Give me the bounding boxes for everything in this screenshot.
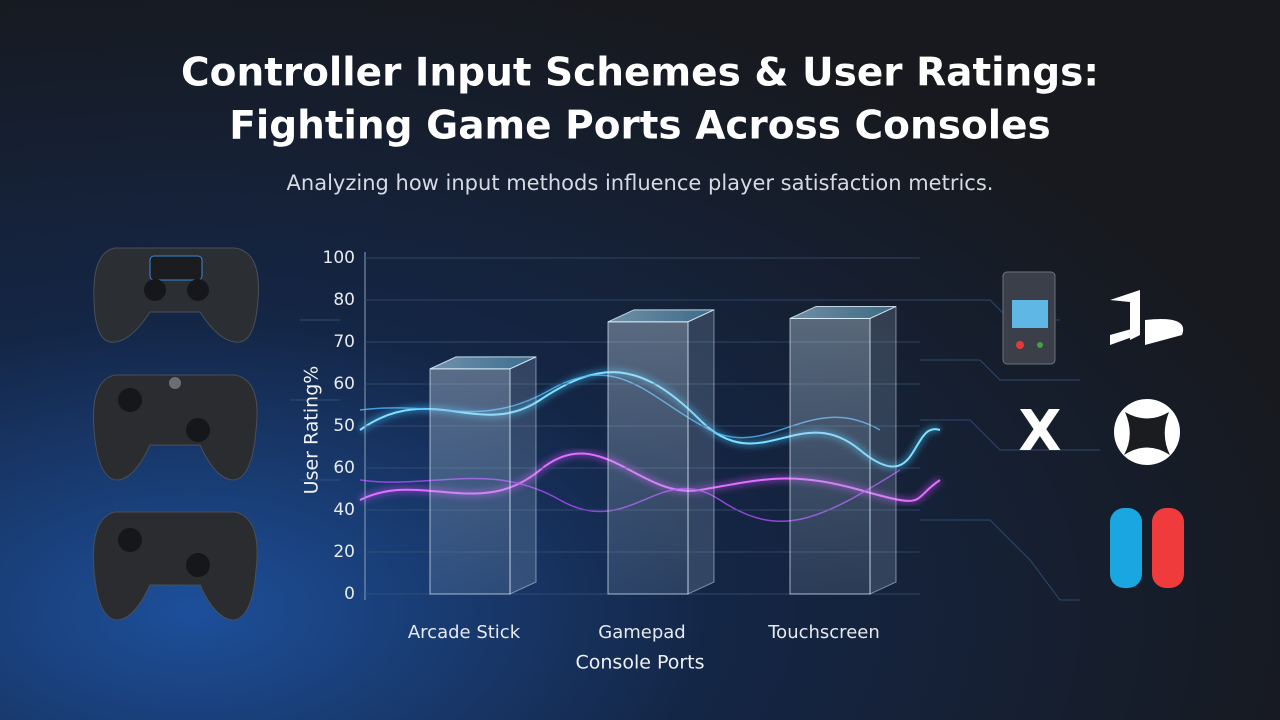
y-tick-label: 50 [333,416,355,436]
y-axis-label: User Rating% [301,366,323,495]
bar-top [429,356,537,370]
console-icons: X [1002,271,1184,588]
bar-top [607,309,715,323]
y-tick-label: 80 [333,290,355,310]
bar [429,368,511,595]
bar-side [687,309,715,595]
y-tick-label: 60 [333,458,355,478]
bar [789,317,871,595]
bar-side [869,305,897,595]
chart-subtitle: Analyzing how input methods influence pl… [287,171,994,195]
chart-title: Fighting Game Ports Across Consoles [229,104,1051,149]
x-tick-label: Arcade Stick [408,622,521,643]
x-tick-label: Gamepad [598,622,685,643]
x-tick-label: Touchscreen [767,622,880,643]
y-tick-label: 100 [323,248,355,268]
y-tick-label: 60 [333,374,355,394]
y-tick-label: 20 [333,542,355,562]
controller-icons [92,247,260,621]
y-tick-label: 70 [333,332,355,352]
chart-title: Controller Input Schemes & User Ratings: [181,51,1099,96]
bar-side [509,356,537,595]
x-logo: X [1018,399,1061,464]
y-tick-label: 40 [333,500,355,520]
y-tick-label: 0 [344,584,355,604]
x-axis-label: Console Ports [575,652,704,674]
bar [607,321,689,595]
bar-top [789,305,897,319]
